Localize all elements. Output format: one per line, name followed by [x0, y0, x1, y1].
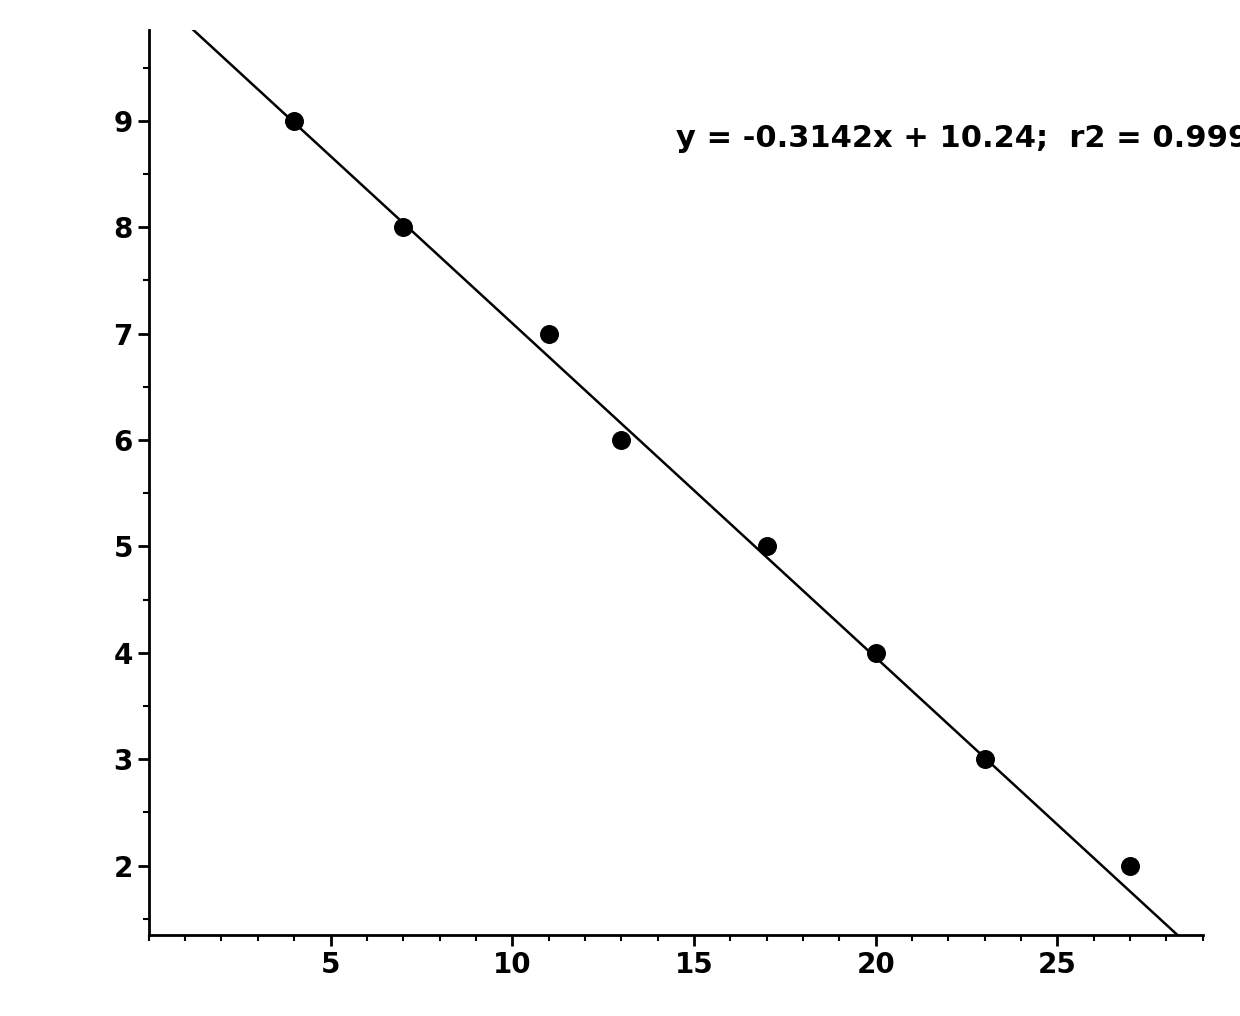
Point [756, 538, 776, 555]
Point [975, 751, 994, 767]
Point [611, 432, 631, 448]
Text: y = -0.3142x + 10.24;  r2 = 0.999: y = -0.3142x + 10.24; r2 = 0.999 [676, 125, 1240, 153]
Point [284, 113, 304, 129]
Point [866, 645, 885, 661]
Point [393, 219, 413, 236]
Point [538, 325, 558, 341]
Point [1120, 858, 1140, 874]
